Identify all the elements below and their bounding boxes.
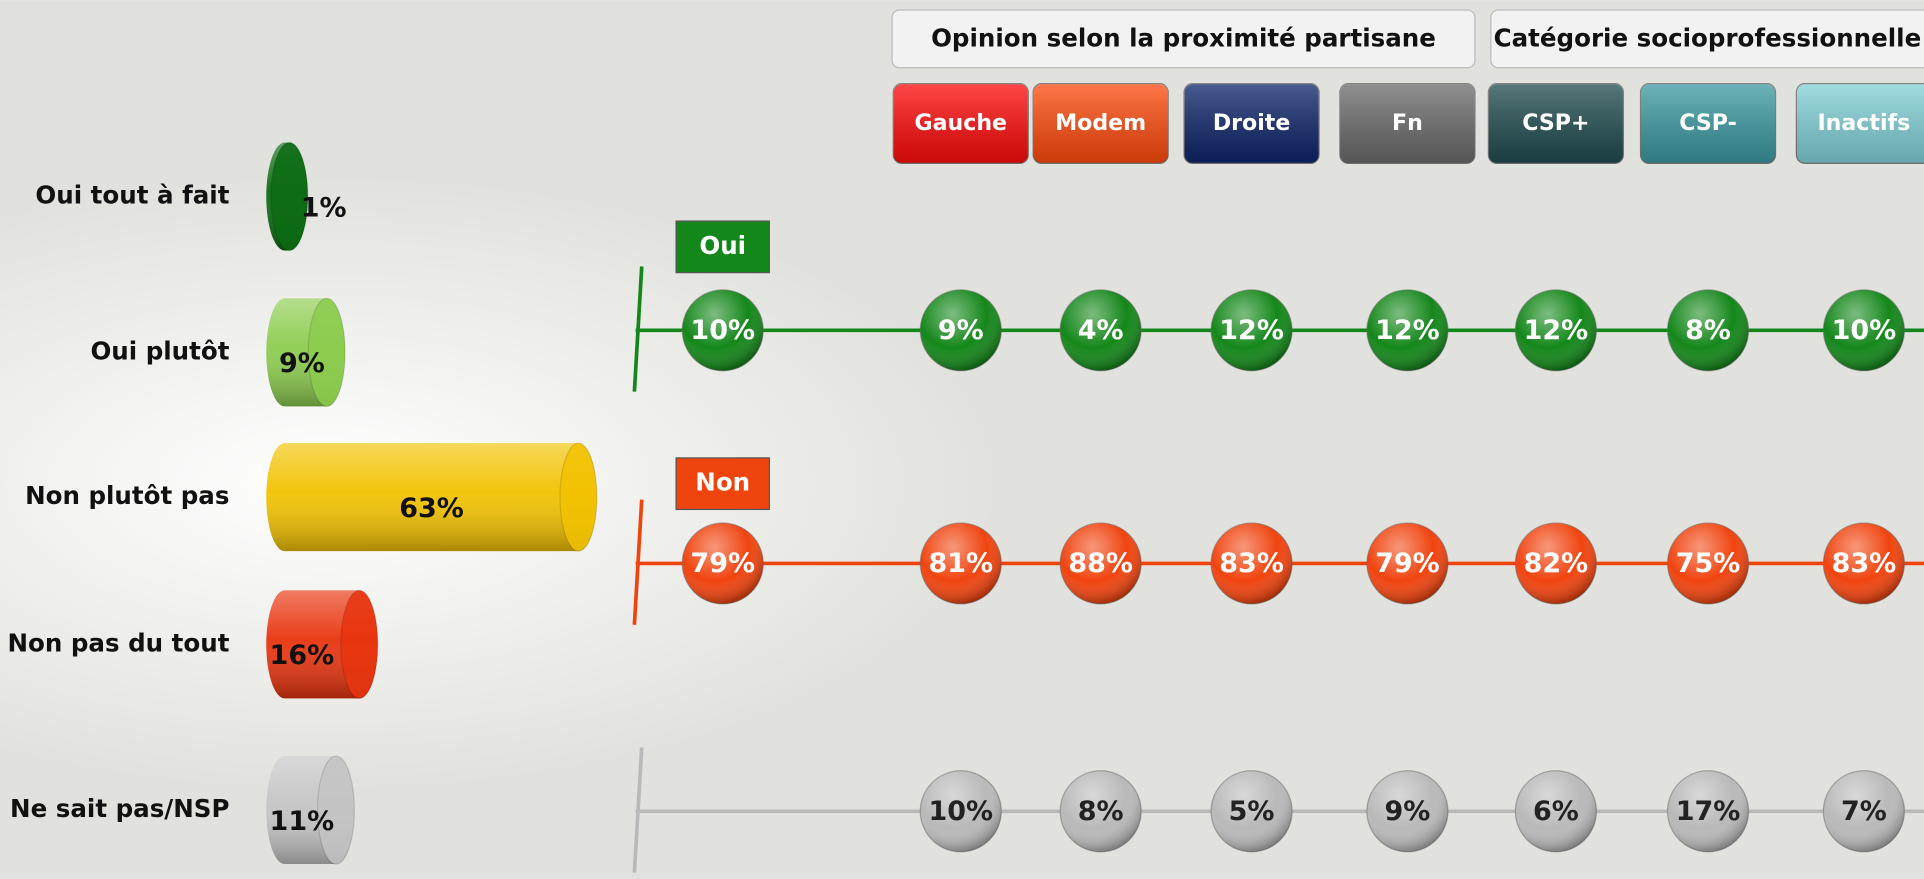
value-label: 81% [928,548,993,579]
dot-shine [682,522,764,604]
value-label: 16% [270,640,335,671]
dot-shine [1060,289,1142,371]
value-label: 5% [1229,796,1275,827]
value-label: 10% [928,796,993,827]
cylinder-cap [307,297,346,407]
button-shine [1033,83,1169,164]
value-label: 9% [938,315,984,346]
dot-shine [1060,522,1142,604]
value-label: 10% [1832,315,1897,346]
value-label: 9% [279,348,325,379]
dot-shine [1667,289,1749,371]
cylinder-cap [559,442,598,552]
dot-shine [1366,289,1448,371]
category-label: Ne sait pas/NSP [10,794,229,823]
cylinder-cap [270,141,309,252]
group-header-label: Opinion selon la proximité partisane [931,23,1436,52]
dot-shine [1667,522,1749,604]
dot-shine [682,289,764,371]
value-label: 63% [399,493,464,524]
dot-shine [1211,770,1293,852]
dot-shine [920,770,1002,852]
category-label: Non plutôt pas [25,481,229,510]
value-label: 83% [1832,548,1897,579]
value-label: 12% [1219,315,1284,346]
value-label: 83% [1219,548,1284,579]
dot-shine [1667,770,1749,852]
value-label: 82% [1524,548,1589,579]
button-shine [1640,83,1776,164]
category-label: Inactifs [1817,111,1910,136]
dot-shine [920,289,1002,371]
category-label: Non pas du tout [7,628,229,657]
row-tick [632,266,644,392]
series-tag [675,220,770,274]
group-header [1490,9,1924,69]
dot-shine [1823,289,1905,371]
dot-shine [1060,770,1142,852]
cylinder-shade [266,443,597,552]
category-label: Oui plutôt [90,336,229,365]
value-label: 88% [1068,548,1133,579]
dot-shine [1515,289,1597,371]
cylinder-cap [340,589,379,700]
category-label: Oui tout à fait [35,181,229,210]
value-label: 11% [270,806,335,837]
value-label: 9% [1385,796,1431,827]
value-label: 8% [1078,796,1124,827]
value-label: 79% [1375,548,1440,579]
category-label: Gauche [915,111,1008,136]
category-label: Droite [1213,111,1290,136]
value-label: 12% [1375,315,1440,346]
value-label: 75% [1676,548,1741,579]
value-label: 17% [1676,796,1741,827]
series-name: Non [695,468,750,497]
value-label: 12% [1524,315,1589,346]
button-shine [1796,83,1924,164]
group-header-label: Catégorie socioprofessionnelle [1494,23,1922,52]
group-header [891,9,1476,69]
category-label: Fn [1392,111,1423,136]
button-shine [1488,83,1624,164]
dot-shine [1366,522,1448,604]
dot-shine [1211,289,1293,371]
dot-shine [1515,770,1597,852]
dot-shine [1823,522,1905,604]
value-label: 6% [1533,796,1579,827]
series-tag [675,457,770,511]
dot-shine [920,522,1002,604]
cylinder-cap [316,755,355,865]
category-label: CSP+ [1522,111,1589,136]
dot-shine [1211,522,1293,604]
value-label: 7% [1841,796,1887,827]
value-label: 1% [301,192,347,223]
button-shine [893,83,1029,164]
row-tick [632,499,644,625]
category-label: Modem [1055,111,1146,136]
button-shine [1339,83,1475,164]
dot-shine [1823,770,1905,852]
value-label: 4% [1078,315,1124,346]
button-shine [1184,83,1320,164]
value-label: 79% [690,548,755,579]
value-label: 10% [690,315,755,346]
dot-shine [1366,770,1448,852]
dot-shine [1515,522,1597,604]
value-label: 8% [1685,315,1731,346]
series-name: Oui [699,231,746,260]
row-tick [632,747,644,873]
category-label: CSP- [1679,111,1736,136]
